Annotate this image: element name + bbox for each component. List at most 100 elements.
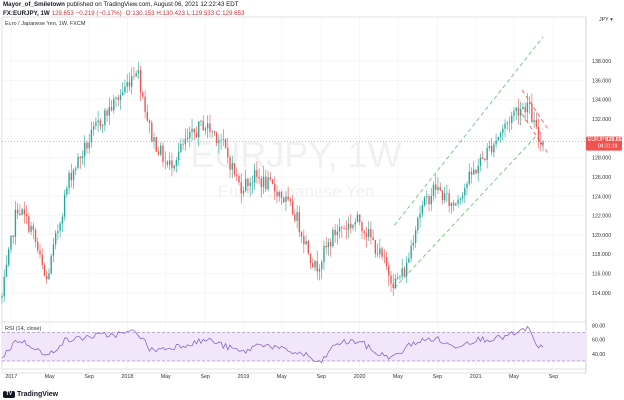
ohlc-low: L:129.533 [186,9,215,17]
candle-body [372,237,374,241]
price-tick-label: 114.000 [592,291,611,297]
price-badge-value: 129.653 [606,137,624,143]
candle-body [338,227,341,232]
candle-body [464,187,466,196]
candle-body [245,178,247,191]
candle-body [537,126,540,142]
candle-body [160,145,162,155]
candle-body [8,249,10,265]
candle-body [66,188,68,195]
candle-body [5,264,8,277]
candle-body [148,120,151,123]
candle-body [117,97,119,100]
candle-body [81,156,84,159]
candle-body [504,123,506,129]
candle-body [77,156,79,169]
candle-body [410,245,412,259]
candle-body [202,120,204,131]
candle-body [285,196,287,203]
candle-body [204,128,207,131]
candle-body [3,276,5,297]
candle-body [345,228,347,230]
price-badge-symbol: EURJPY [588,137,608,143]
candle-body [61,216,64,224]
candle-body [30,225,32,232]
candle-body [475,169,477,174]
candle-body [113,98,115,111]
candle-body [222,139,225,140]
candle-body [278,191,280,197]
candle-body [385,257,388,266]
price-tick-label: 126.000 [592,175,611,181]
watermark-symbol: EURJPY, 1W [190,134,401,175]
candle-body [59,223,61,231]
candle-body [63,194,66,217]
candle-body [303,236,305,245]
time-tick-label: 2020 [354,374,366,380]
candle-body [14,209,17,238]
candle-body [209,123,211,132]
candle-body [318,268,321,272]
candle-body [128,82,131,87]
candle-body [166,161,169,165]
candle-body [79,156,81,159]
candle-body [189,131,191,138]
candle-body [90,129,93,143]
footer-brand[interactable]: TradingView [17,391,59,398]
candle-body [294,214,296,221]
candle-body [251,182,254,184]
candle-body [334,229,336,236]
candle-body [452,202,455,206]
candle-body [274,183,276,192]
candle-body [461,195,464,199]
candle-body [182,143,184,145]
candle-body [468,171,470,184]
candle-body [414,230,417,243]
candle-body [101,125,104,127]
candle-body [19,213,21,215]
candle-body [124,86,126,93]
candle-body [540,141,542,145]
candle-body [428,196,430,205]
candle-body [41,254,43,266]
candle-body [403,268,406,276]
candle-body [329,242,332,247]
candle-body [405,262,408,276]
price-tick-label: 132.000 [592,117,611,123]
symbol-label[interactable]: FX:EURJPY, 1W [3,9,50,17]
candle-body [240,182,242,194]
candle-body [137,70,140,74]
candle-body [227,147,229,158]
candle-body [327,242,330,248]
candle-body [435,184,437,190]
chart-title: Euro / Japanese Yen, 1W, FXCM [5,21,86,27]
currency-label[interactable]: JPY ▾ [599,17,613,23]
author-name[interactable]: Mayor_of_Smiletown [3,1,65,8]
candle-body [262,176,265,187]
candle-body [401,268,403,277]
candle-body [522,106,524,110]
candle-body [84,142,86,157]
rsi-label: RSI (14, close) [5,326,42,332]
candlestick-series [1,61,544,304]
tradingview-logo-icon[interactable]: TV [3,391,15,398]
candle-body [426,196,428,198]
red-channel-lower [521,113,549,154]
candle-body [155,137,157,152]
candle-body [437,187,439,190]
candle-body [97,120,99,123]
candle-body [374,240,377,254]
candle-body [146,111,149,121]
candle-body [200,120,202,122]
candle-body [343,228,345,229]
candle-body [493,144,495,153]
candle-body [397,277,399,279]
price-tick-label: 128.000 [592,156,611,162]
candle-body [323,245,325,263]
candle-body [376,253,379,255]
candle-body [236,174,238,177]
candle-body [291,201,294,215]
time-tick-label: May [509,374,519,380]
candle-body [75,168,77,171]
